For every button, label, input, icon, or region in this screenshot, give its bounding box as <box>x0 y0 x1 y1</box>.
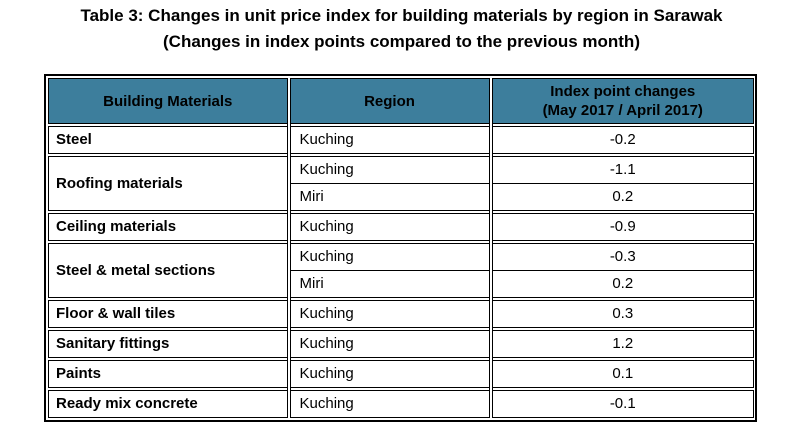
material-cell: Steel & metal sections <box>48 240 289 300</box>
material-cell: Ceiling materials <box>48 210 289 243</box>
table-title: Table 3: Changes in unit price index for… <box>0 0 803 55</box>
value-cell: -1.1 <box>488 153 754 184</box>
value-cell: 0.1 <box>488 357 754 390</box>
table-row: Miri 0.2 <box>49 183 754 213</box>
title-line-1: Table 3: Changes in unit price index for… <box>80 6 723 25</box>
material-cell: Floor & wall tiles <box>48 297 289 330</box>
material-cell: Paints <box>48 357 289 390</box>
table-row: Miri 0.2 <box>49 270 754 300</box>
region-cell: Kuching <box>286 210 491 243</box>
value-cell: -0.3 <box>488 240 754 271</box>
table-row: Steel & metal sections Kuching -0.3 <box>48 240 754 300</box>
table-row: Roofing materials Kuching -1.1 <box>48 153 754 213</box>
material-cell: Ready mix concrete <box>48 387 289 418</box>
header-index-changes: Index point changes (May 2017 / April 20… <box>488 78 754 126</box>
region-cell: Miri <box>286 183 491 213</box>
region-cell: Kuching <box>286 387 491 418</box>
header-index-changes-line1: Index point changes <box>550 83 696 100</box>
header-building-materials: Building Materials <box>48 78 289 126</box>
region-cell: Kuching <box>286 153 491 184</box>
value-cell: -0.2 <box>488 123 754 156</box>
region-cell: Miri <box>286 270 491 300</box>
value-cell: 0.2 <box>488 183 754 213</box>
value-cell: 0.3 <box>488 297 754 330</box>
region-cell: Kuching <box>286 327 491 360</box>
table-row: Paints Kuching 0.1 <box>48 357 754 390</box>
table-row: Steel Kuching -0.2 <box>48 123 754 156</box>
material-cell: Sanitary fittings <box>48 327 289 360</box>
materials-table: Building Materials Region Index point ch… <box>48 78 754 418</box>
table-row: Ceiling materials Kuching -0.9 <box>48 210 754 243</box>
value-cell: 1.2 <box>488 327 754 360</box>
table-row: Sanitary fittings Kuching 1.2 <box>48 327 754 360</box>
value-cell: -0.9 <box>488 210 754 243</box>
region-cell: Kuching <box>286 240 491 271</box>
region-cell: Kuching <box>286 123 491 156</box>
table-row: Floor & wall tiles Kuching 0.3 <box>48 297 754 330</box>
table-frame: Building Materials Region Index point ch… <box>44 74 757 422</box>
value-cell: -0.1 <box>488 387 754 418</box>
material-cell: Steel <box>48 123 289 156</box>
value-cell: 0.2 <box>488 270 754 300</box>
material-cell: Roofing materials <box>48 153 289 213</box>
table-row: Ready mix concrete Kuching -0.1 <box>48 387 754 418</box>
header-index-changes-line2: (May 2017 / April 2017) <box>542 102 703 119</box>
header-region: Region <box>286 78 491 126</box>
title-line-2: (Changes in index points compared to the… <box>163 32 640 51</box>
region-cell: Kuching <box>286 297 491 330</box>
region-cell: Kuching <box>286 357 491 390</box>
header-row: Building Materials Region Index point ch… <box>48 78 754 126</box>
